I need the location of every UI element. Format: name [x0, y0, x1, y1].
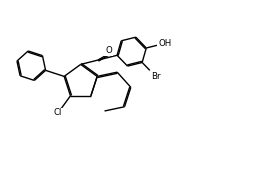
Text: O: O	[105, 46, 112, 55]
Text: Cl: Cl	[54, 108, 62, 117]
Text: OH: OH	[159, 39, 172, 48]
Text: Br: Br	[151, 72, 160, 81]
